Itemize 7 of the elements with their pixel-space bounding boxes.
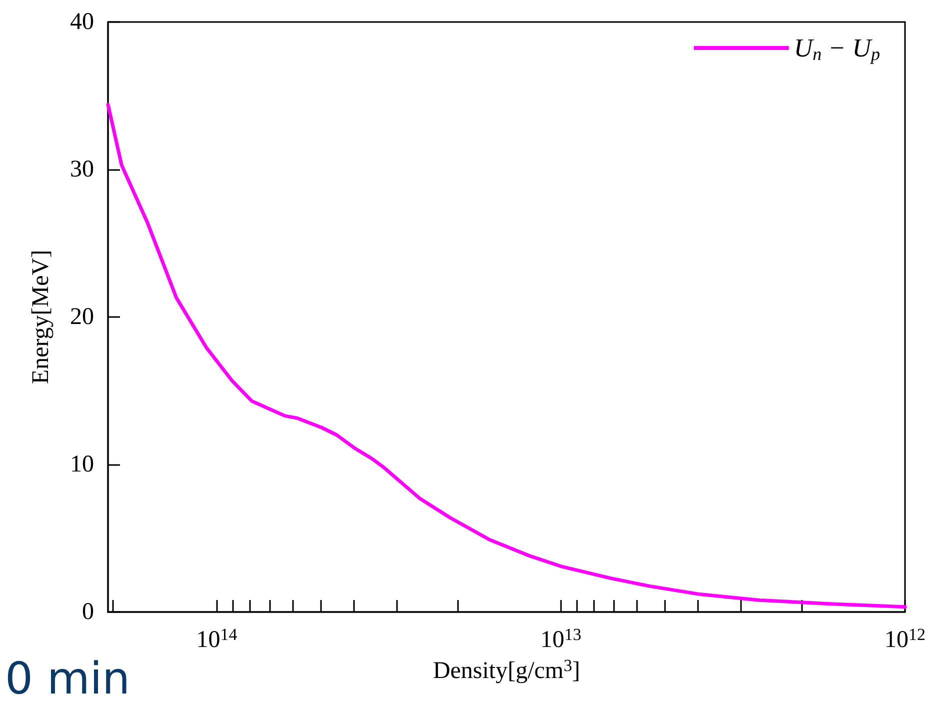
- y-tick-label: 20: [70, 304, 94, 330]
- y-axis-title: Energy[MeV]: [28, 250, 54, 384]
- y-tick-label: 30: [70, 156, 94, 182]
- y-tick-label: 0: [82, 599, 94, 625]
- text: 0 min: [5, 654, 130, 701]
- y-tick-label: 10: [70, 452, 94, 478]
- y-tick-label: 40: [70, 9, 94, 35]
